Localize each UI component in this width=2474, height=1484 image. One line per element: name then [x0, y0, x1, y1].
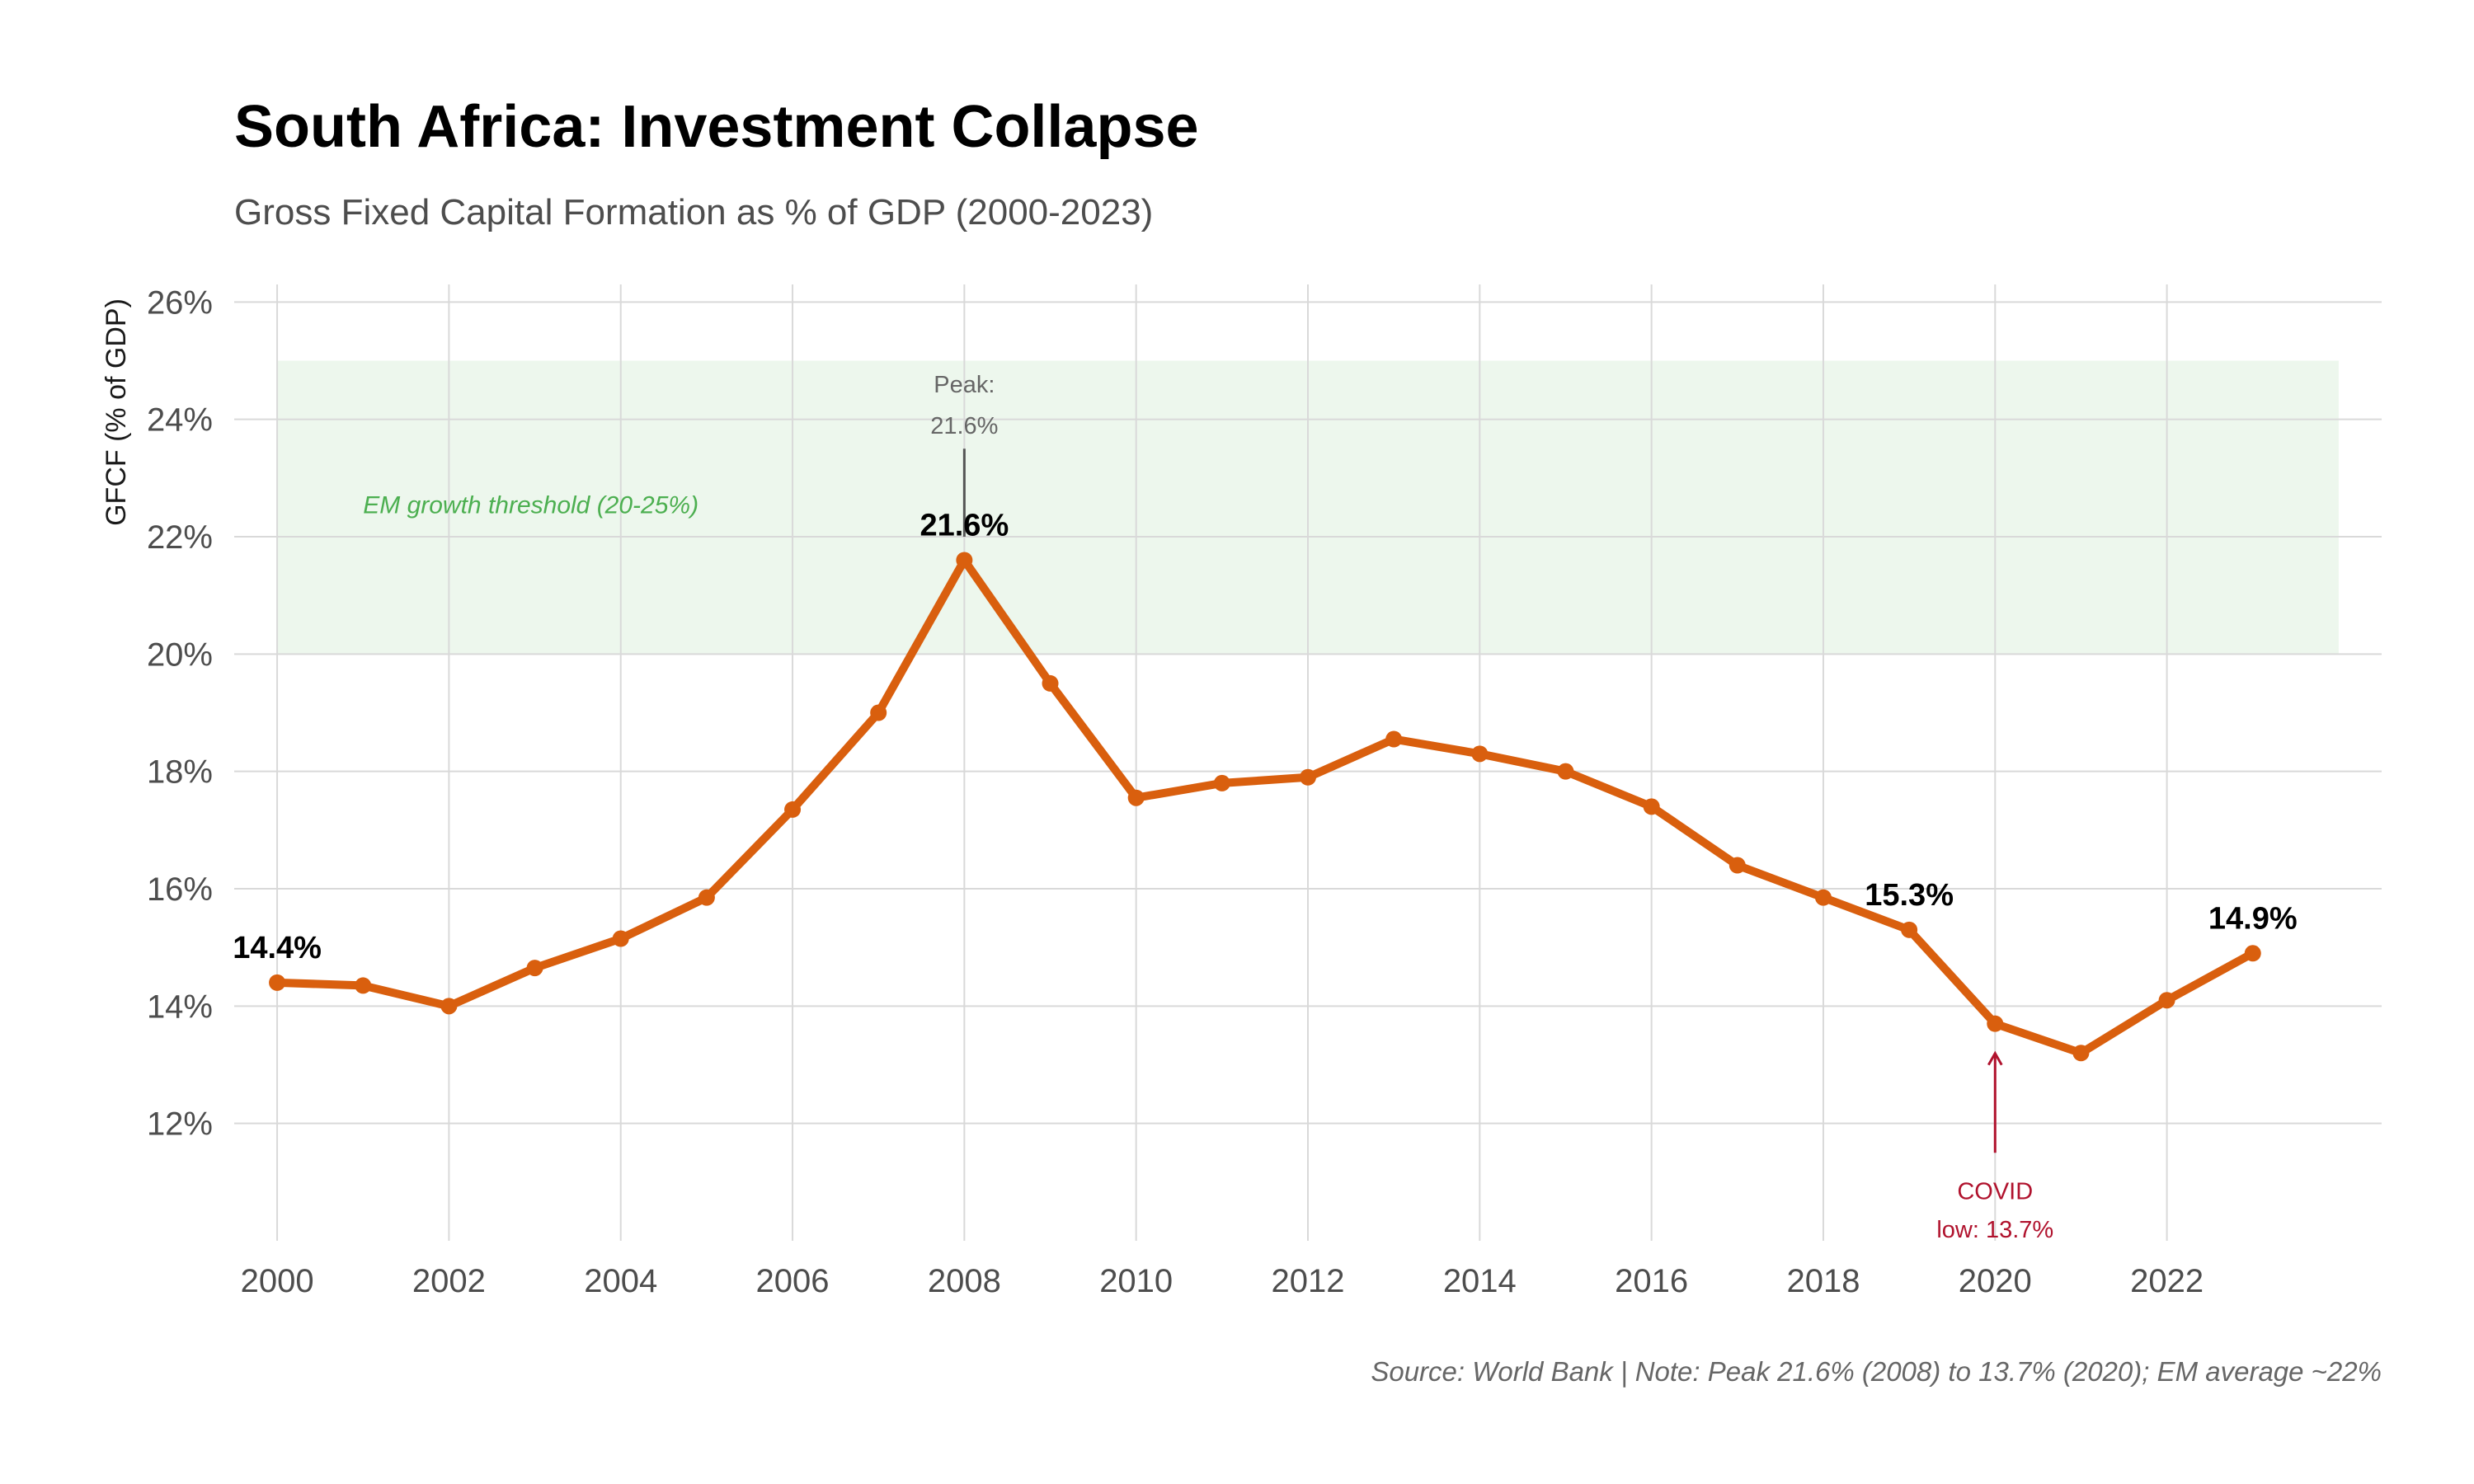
data-point [1300, 768, 1316, 786]
x-tick-label: 2006 [756, 1263, 830, 1299]
threshold-label: EM growth threshold (20-25%) [363, 492, 698, 519]
data-point [870, 704, 887, 721]
data-point [1729, 857, 1746, 874]
data-point [1557, 763, 1574, 780]
data-label: 21.6% [920, 508, 1009, 542]
data-point [1213, 774, 1230, 791]
x-tick-label: 2000 [241, 1263, 314, 1299]
y-tick-label: 18% [147, 754, 213, 791]
data-point [1987, 1015, 2004, 1032]
x-tick-label: 2008 [928, 1263, 1001, 1299]
x-tick-label: 2014 [1443, 1263, 1517, 1299]
data-point [784, 801, 802, 818]
chart-subtitle: Gross Fixed Capital Formation as % of GD… [234, 192, 1153, 232]
x-tick-label: 2016 [1615, 1263, 1688, 1299]
data-label: 14.4% [233, 931, 322, 965]
peak-annotation-value: 21.6% [930, 413, 998, 439]
data-point [2072, 1045, 2090, 1062]
peak-annotation-title: Peak: [934, 372, 995, 398]
chart-title: South Africa: Investment Collapse [234, 94, 1199, 160]
y-tick-label: 14% [147, 989, 213, 1025]
y-tick-label: 22% [147, 519, 213, 556]
data-point [1385, 730, 1403, 748]
y-tick-label: 20% [147, 636, 213, 673]
y-axis-label: GFCF (% of GDP) [101, 298, 132, 526]
y-tick-label: 26% [147, 284, 213, 321]
x-tick-label: 2012 [1272, 1263, 1345, 1299]
data-point [1901, 921, 1918, 938]
covid-annotation-title: COVID [1957, 1179, 2033, 1205]
data-point [440, 998, 458, 1015]
data-point [1471, 745, 1489, 763]
chart-caption: Source: World Bank | Note: Peak 21.6% (2… [1371, 1356, 2382, 1387]
data-point [956, 552, 973, 569]
x-tick-label: 2020 [1959, 1263, 2032, 1299]
x-tick-label: 2002 [412, 1263, 486, 1299]
y-tick-label: 24% [147, 402, 213, 439]
data-point [1814, 889, 1832, 906]
data-point [612, 930, 629, 947]
plot-area: 12% 14% 16% 18% 20% 22% 24% 26% 2000 2002 2004 2006… [147, 284, 2382, 1299]
x-tick-label: 2022 [2130, 1263, 2204, 1299]
covid-annotation-value: low: 13.7% [1936, 1217, 2053, 1243]
series-line [273, 556, 2257, 1058]
data-point [2158, 992, 2175, 1009]
data-point [2244, 945, 2261, 962]
data-label: 15.3% [1865, 878, 1954, 913]
x-tick-label: 2018 [1786, 1263, 1860, 1299]
covid-arrowhead [1987, 1050, 2003, 1066]
data-point [1127, 789, 1145, 806]
y-tick-label: 16% [147, 871, 213, 908]
x-tick-label: 2004 [584, 1263, 657, 1299]
data-point [269, 974, 286, 991]
y-tick-label: 12% [147, 1106, 213, 1143]
data-point [1042, 674, 1059, 692]
x-tick-label: 2010 [1099, 1263, 1173, 1299]
data-point [698, 889, 715, 906]
data-point [1643, 798, 1660, 815]
data-label: 14.9% [2208, 901, 2298, 936]
data-point [526, 960, 543, 977]
data-point [355, 977, 372, 994]
